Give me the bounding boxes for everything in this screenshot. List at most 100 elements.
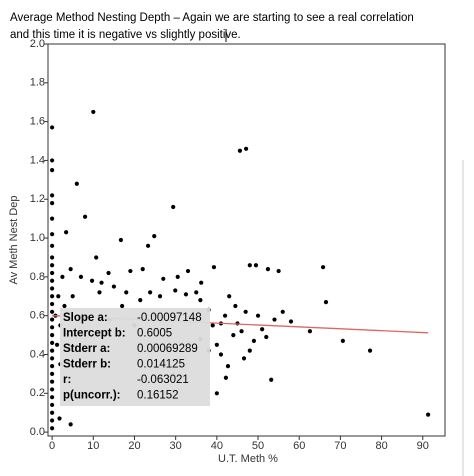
data-point <box>50 356 55 361</box>
data-point <box>106 270 111 276</box>
data-point <box>50 158 55 163</box>
data-point <box>70 294 75 299</box>
x-tick-label: 20 <box>128 440 140 452</box>
data-point <box>243 309 248 314</box>
x-tick-label: 40 <box>211 440 223 452</box>
data-point <box>91 109 96 115</box>
data-point <box>50 201 55 206</box>
data-point <box>276 268 281 274</box>
y-tick-label: 0.0 <box>30 426 45 438</box>
data-point <box>50 255 55 260</box>
data-point <box>50 125 55 130</box>
data-point <box>50 270 55 276</box>
data-point <box>211 265 217 270</box>
y-axis-label: Av Meth Nest Dep <box>8 195 20 284</box>
data-point <box>128 268 133 274</box>
data-point <box>233 303 238 309</box>
x-tick-label: 90 <box>417 440 429 452</box>
data-point <box>78 274 84 279</box>
data-point <box>152 234 157 239</box>
data-point <box>367 348 373 353</box>
data-point <box>118 237 123 243</box>
data-point <box>50 418 55 423</box>
stat-label: p(uncorr.): <box>63 390 121 402</box>
data-point <box>227 294 232 299</box>
data-point <box>50 325 55 330</box>
data-point <box>50 371 55 377</box>
x-tick-label: 70 <box>334 440 346 452</box>
data-point <box>50 232 55 237</box>
data-point <box>225 364 231 369</box>
data-point <box>124 290 129 295</box>
data-point <box>50 286 55 291</box>
data-point <box>157 294 163 299</box>
data-point <box>199 280 204 285</box>
data-point <box>161 276 166 281</box>
data-point <box>50 387 55 392</box>
x-tick-label: 0 <box>49 440 55 452</box>
data-point <box>50 340 55 345</box>
data-point <box>198 298 203 303</box>
data-point <box>175 274 180 279</box>
data-point <box>145 243 151 248</box>
data-point <box>50 332 55 338</box>
data-point <box>138 298 143 303</box>
data-point <box>426 412 431 417</box>
data-point <box>97 290 102 295</box>
stat-label: r: <box>63 374 71 386</box>
y-tick-label: 1.8 <box>30 77 45 89</box>
data-point <box>241 356 247 361</box>
stat-value: 0.6005 <box>137 328 172 340</box>
x-tick-label: 60 <box>293 440 305 452</box>
data-point <box>185 268 191 274</box>
chart-title: Average Method Nesting Depth – Again we … <box>10 12 414 24</box>
data-point <box>288 319 294 324</box>
data-point <box>222 313 228 318</box>
data-point <box>173 288 178 293</box>
data-point <box>50 410 55 415</box>
data-point <box>50 364 55 369</box>
data-point <box>218 352 224 357</box>
data-point <box>237 148 243 153</box>
x-tick-label: 80 <box>375 440 387 452</box>
data-point <box>94 255 99 260</box>
data-point <box>50 243 55 248</box>
data-point <box>50 193 55 198</box>
y-tick-label: 0.8 <box>30 271 45 283</box>
data-point <box>272 317 277 322</box>
data-point <box>50 426 55 431</box>
data-point <box>280 309 285 314</box>
data-point <box>68 422 73 427</box>
data-point <box>50 395 55 400</box>
data-point <box>269 377 274 382</box>
x-tick-label: 30 <box>170 440 182 452</box>
data-point <box>56 294 61 299</box>
data-point <box>50 309 55 314</box>
data-point <box>183 292 189 297</box>
y-tick-label: 2.0 <box>30 38 45 50</box>
data-point <box>265 267 271 272</box>
data-point <box>50 348 55 353</box>
data-point <box>171 204 176 210</box>
data-point <box>140 267 145 272</box>
data-point <box>99 280 104 285</box>
data-point <box>320 265 326 270</box>
data-point <box>50 278 55 283</box>
data-point <box>247 348 252 353</box>
data-point <box>255 313 261 318</box>
data-point <box>50 294 55 299</box>
data-point <box>111 284 116 289</box>
data-point <box>264 334 269 340</box>
data-point <box>50 216 55 221</box>
stat-label: Stderr a: <box>63 343 110 355</box>
data-point <box>243 146 249 151</box>
x-tick-label: 10 <box>87 440 99 452</box>
data-point <box>50 402 55 408</box>
data-point <box>64 230 69 235</box>
data-point <box>60 274 65 279</box>
data-point <box>50 263 55 268</box>
stat-value: 0.014125 <box>137 359 185 371</box>
data-point <box>50 301 55 307</box>
data-point <box>214 342 219 347</box>
